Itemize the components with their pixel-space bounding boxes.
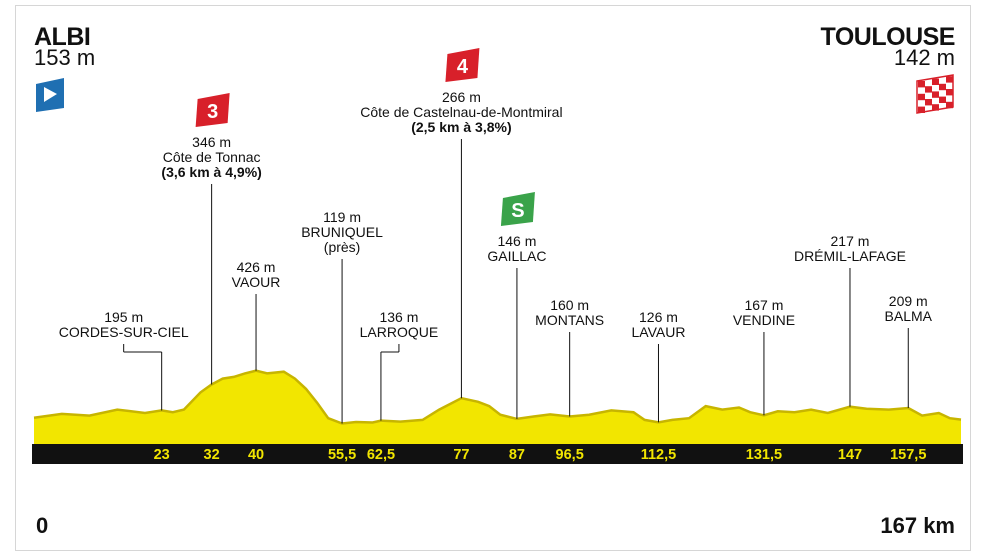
tick-label: 112,5 [641, 447, 677, 463]
tick-label: 32 [204, 447, 220, 463]
finish-flag-check [932, 78, 939, 85]
point-altitude: 426 m [237, 259, 276, 275]
play-icon [44, 87, 57, 102]
tick-label: 131,5 [746, 447, 782, 463]
tick-label: 157,5 [890, 447, 926, 463]
point-label: BRUNIQUEL [301, 224, 383, 240]
sprint-badge [500, 192, 535, 226]
finish-flag-check [918, 93, 925, 101]
point-label: VENDINE [733, 312, 795, 328]
point-altitude: 167 m [744, 297, 783, 313]
point-altitude: 209 m [889, 293, 928, 309]
point-altitude: 160 m [550, 297, 589, 313]
point-altitude: 119 m [323, 209, 361, 225]
tick-label: 55,5 [328, 447, 356, 463]
finish-flag-check [946, 76, 953, 83]
finish-altitude: 142 m [893, 45, 955, 70]
tick-label: 87 [509, 447, 525, 463]
distance-axis-bar [32, 444, 963, 464]
tick-label: 147 [838, 447, 862, 463]
tick-label: 96,5 [556, 447, 584, 463]
point-label: (3,6 km à 4,9%) [161, 164, 261, 180]
finish-flag-check [946, 101, 953, 109]
finish-flag-check [932, 104, 939, 111]
point-label: Côte de Castelnau-de-Montmiral [360, 104, 562, 120]
finish-flag-check [925, 99, 932, 106]
point-altitude: 266 m [442, 89, 481, 105]
distance-start: 0 [36, 513, 49, 538]
start-altitude: 153 m [34, 45, 96, 70]
point-label: DRÉMIL-LAFAGE [794, 248, 906, 264]
finish-flag-check [918, 81, 925, 88]
tick-label: 40 [248, 447, 264, 463]
start-city: ALBI [34, 23, 91, 51]
point-label: LAVAUR [631, 324, 685, 340]
point-altitude: 146 m [497, 233, 536, 249]
point-altitude: 217 m [831, 233, 870, 249]
finish-flag-check [946, 89, 953, 96]
point-altitude: 195 m [104, 309, 143, 325]
climb-category-badge [445, 48, 480, 82]
finish-city: TOULOUSE [820, 23, 956, 51]
point-altitude: 136 m [379, 309, 418, 325]
tick-label: 23 [154, 447, 170, 463]
distance-end: 167 km [880, 513, 955, 538]
badge-text: S [511, 200, 524, 222]
point-label: LARROQUE [360, 324, 439, 340]
point-altitude: 346 m [192, 134, 231, 150]
finish-flag-check [939, 96, 946, 103]
climb-category-badge [195, 93, 230, 127]
point-altitude: 126 m [639, 309, 678, 325]
frame-border [15, 5, 971, 551]
badge-text: 4 [457, 56, 469, 78]
point-label: BALMA [885, 308, 933, 324]
point-label: MONTANS [535, 312, 604, 328]
point-label: CORDES-SUR-CIEL [59, 324, 189, 340]
finish-flag-check [925, 86, 932, 93]
badge-text: 3 [207, 101, 218, 123]
point-label: VAOUR [232, 274, 281, 290]
point-label: GAILLAC [487, 248, 546, 264]
finish-flag-check [939, 83, 946, 91]
tick-label: 62,5 [367, 447, 395, 463]
point-label: (2,5 km à 3,8%) [411, 119, 511, 135]
finish-flag-check [918, 106, 925, 113]
point-label: (près) [324, 239, 361, 255]
profile-area [34, 370, 961, 444]
tick-label: 77 [453, 447, 469, 463]
point-label: Côte de Tonnac [163, 149, 261, 165]
profile-ridge [33, 369, 962, 425]
finish-flag-check [932, 91, 939, 98]
